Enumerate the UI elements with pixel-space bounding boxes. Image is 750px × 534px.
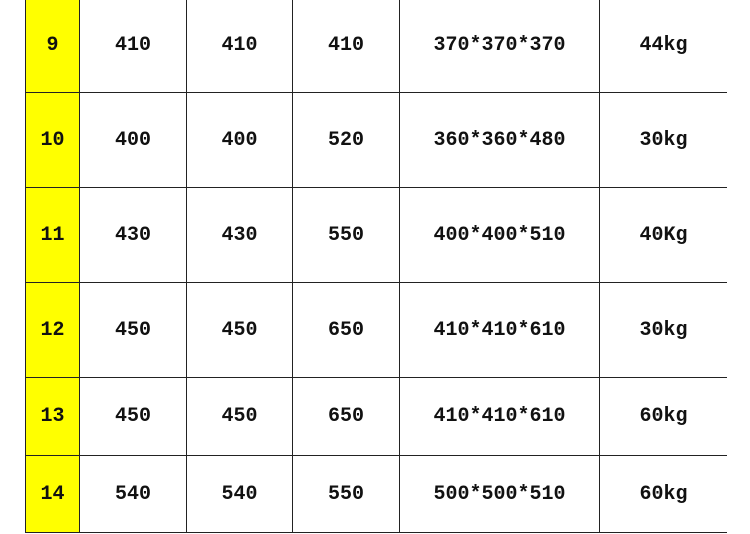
table-cell: 430 (80, 188, 186, 282)
row-number-cell: 12 (26, 283, 79, 377)
table-cell: 410*410*610 (400, 378, 599, 455)
table-cell: 410 (187, 0, 292, 92)
table-cell: 60kg (600, 378, 727, 455)
table-cell: 400 (187, 93, 292, 187)
table-cell: 44kg (600, 0, 727, 92)
table-cell: 60kg (600, 456, 727, 532)
table-cell: 410*410*610 (400, 283, 599, 377)
table-cell: 40Kg (600, 188, 727, 282)
table-cell: 520 (293, 93, 399, 187)
table-cell: 370*370*370 (400, 0, 599, 92)
table-cell: 650 (293, 283, 399, 377)
table-cell: 30kg (600, 93, 727, 187)
row-number-cell: 10 (26, 93, 79, 187)
table-cell: 450 (80, 283, 186, 377)
spec-table: 9 410 410 410 370*370*370 44kg 10 400 400 520 360*… (25, 0, 727, 533)
row-number-cell: 11 (26, 188, 79, 282)
row-number-cell: 14 (26, 456, 79, 532)
row-number-cell: 13 (26, 378, 79, 455)
table-cell: 400*400*510 (400, 188, 599, 282)
table-cell: 500*500*510 (400, 456, 599, 532)
table-cell: 550 (293, 188, 399, 282)
table-cell: 540 (80, 456, 186, 532)
table-cell: 410 (80, 0, 186, 92)
row-number-cell: 9 (26, 0, 79, 92)
table-cell: 410 (293, 0, 399, 92)
table-cell: 650 (293, 378, 399, 455)
table-cell: 450 (80, 378, 186, 455)
table-cell: 30kg (600, 283, 727, 377)
table-cell: 540 (187, 456, 292, 532)
table-cell: 450 (187, 283, 292, 377)
table-cell: 400 (80, 93, 186, 187)
table-cell: 450 (187, 378, 292, 455)
table-cell: 360*360*480 (400, 93, 599, 187)
table-cell: 550 (293, 456, 399, 532)
table-cell: 430 (187, 188, 292, 282)
